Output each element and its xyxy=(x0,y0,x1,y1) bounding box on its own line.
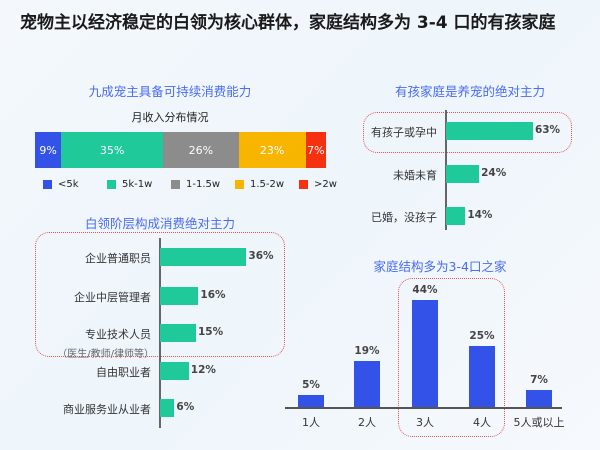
bar xyxy=(446,207,466,225)
bar xyxy=(160,362,189,380)
family-chart-title: 有孩家庭是养宠的绝对主力 xyxy=(394,84,546,99)
income-legend: <5k 5k-1w 1-1.5w 1.5-2w >2w xyxy=(43,179,363,193)
legend-swatch xyxy=(107,180,116,189)
bar-category-label: 企业中层管理者 xyxy=(74,291,151,304)
household-chart-title: 家庭结构多为3-4口之家 xyxy=(373,259,507,274)
legend-label: >2w xyxy=(314,179,337,190)
legend-item: 1-1.5w xyxy=(171,179,220,190)
bar-value-label: 16% xyxy=(200,289,226,301)
bar-category-label: 企业普通职员 xyxy=(85,252,151,265)
bar xyxy=(160,324,196,342)
bar xyxy=(469,346,495,407)
income-stacked-bar: 9% 35% 26% 23% 7% xyxy=(35,132,326,168)
page-title: 宠物主以经济稳定的白领为核心群体，家庭结构多为 3-4 口的有孩家庭 xyxy=(20,13,556,33)
legend-item: <5k xyxy=(43,179,79,190)
bar-value-label: 12% xyxy=(190,364,216,376)
bar-value-label: 14% xyxy=(467,209,493,221)
legend-swatch xyxy=(299,180,308,189)
legend-label: 1.5-2w xyxy=(250,179,285,190)
occupation-axis xyxy=(159,238,161,428)
bar-value-label: 7% xyxy=(530,373,548,386)
legend-swatch xyxy=(43,180,52,189)
bar-value-label: 19% xyxy=(354,344,380,357)
bar-category-label: 有孩子或孕中 xyxy=(371,126,437,139)
bar-category-label: 2人 xyxy=(358,416,376,429)
bar-value-label: 24% xyxy=(481,167,507,179)
legend-swatch xyxy=(235,180,244,189)
bar xyxy=(160,287,199,305)
family-axis xyxy=(445,110,447,230)
legend-swatch xyxy=(171,180,180,189)
stacked-segment: 9% xyxy=(35,132,62,168)
stacked-segment: 7% xyxy=(305,132,326,168)
legend-label: <5k xyxy=(58,179,79,190)
bar xyxy=(160,399,175,417)
income-chart-title: 九成宠主具备可持续消费能力 xyxy=(88,84,252,99)
bar-value-label: 15% xyxy=(198,326,224,338)
bar-category-label: 自由职业者 xyxy=(96,366,151,379)
bar-category-label: 已婚，没孩子 xyxy=(371,211,437,224)
occupation-note: （医生/教师/律师等） xyxy=(57,349,154,360)
bar-category-label: 1人 xyxy=(302,416,320,429)
legend-label: 1-1.5w xyxy=(186,179,221,190)
bar-value-label: 63% xyxy=(534,124,561,136)
bar-value-label: 44% xyxy=(412,284,438,297)
stacked-segment: 35% xyxy=(61,132,164,168)
legend-item: 1.5-2w xyxy=(235,179,284,190)
bar xyxy=(412,300,438,407)
bar-value-label: 36% xyxy=(248,250,274,262)
occupation-chart-title: 白领阶层构成消费绝对主力 xyxy=(84,216,236,231)
stacked-segment: 26% xyxy=(163,132,239,168)
bar xyxy=(298,394,324,407)
bar-category-label: 商业服务业从业者 xyxy=(63,403,151,416)
bar-value-label: 5% xyxy=(302,378,320,391)
legend-item: >2w xyxy=(299,179,337,190)
bar-category-label: 3人 xyxy=(416,416,434,429)
bar xyxy=(446,122,533,140)
bar-category-label: 5人或以上 xyxy=(513,416,565,429)
legend-item: 5k-1w xyxy=(107,179,152,190)
bar xyxy=(354,360,380,407)
bar xyxy=(446,165,480,183)
highlight-box xyxy=(398,278,505,437)
bar xyxy=(526,389,552,407)
bar-value-label: 25% xyxy=(469,330,495,343)
bar-category-label: 未婚未育 xyxy=(393,169,437,182)
household-baseline xyxy=(285,407,562,409)
bar-value-label: 6% xyxy=(176,401,195,413)
income-chart-subtitle: 月收入分布情况 xyxy=(131,111,209,124)
stacked-segment: 23% xyxy=(238,132,306,168)
highlight-box xyxy=(363,112,572,153)
bar-category-label: 专业技术人员 xyxy=(85,328,151,341)
bar xyxy=(160,248,247,266)
bar-category-label: 4人 xyxy=(473,416,491,429)
legend-label: 5k-1w xyxy=(122,179,153,190)
